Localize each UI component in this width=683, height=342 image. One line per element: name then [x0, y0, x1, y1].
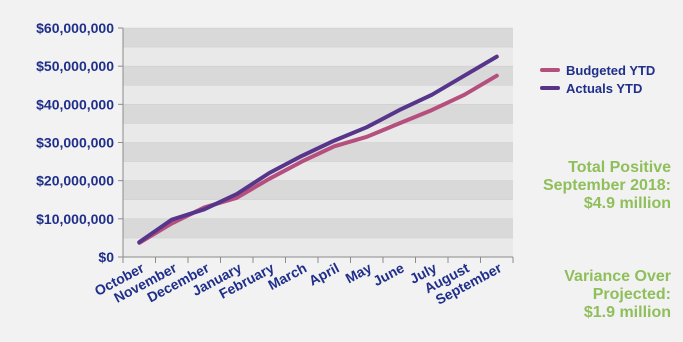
grid-band [123, 218, 513, 238]
x-tick-label: April [306, 260, 342, 289]
annotation-positive-total: Total Positive September 2018: $4.9 mill… [491, 159, 671, 213]
grid-band [123, 66, 513, 86]
annotation-line: Variance Over [564, 268, 671, 285]
y-tick-label: $60,000,000 [36, 20, 114, 36]
legend: Budgeted YTD Actuals YTD [540, 63, 655, 96]
y-tick-label: $30,000,000 [36, 135, 114, 151]
grid-bands [123, 27, 513, 258]
grid-band [123, 180, 513, 200]
y-tick-label: $10,000,000 [36, 211, 114, 227]
y-tick-label: $0 [98, 249, 114, 265]
x-tick-label: March [265, 260, 309, 293]
grid-band [123, 123, 513, 143]
x-tick-label: June [370, 259, 407, 289]
grid-band [123, 161, 513, 181]
annotation-line: Total Positive [568, 159, 671, 176]
y-tick-label: $50,000,000 [36, 58, 114, 74]
series-line-actuals [137, 54, 499, 245]
legend-label: Budgeted YTD [566, 63, 655, 78]
annotation-line: September 2018: [542, 177, 671, 194]
y-tick-label: $20,000,000 [36, 173, 114, 189]
grid-band [123, 104, 513, 124]
y-axis-ticks: $0 $10,000,000 $20,000,000 $30,000,000 $40,0… [36, 20, 123, 265]
grid-band [123, 237, 513, 257]
legend-label: Actuals YTD [566, 81, 642, 96]
annotation-variance: Variance Over Projected: $1.9 million [491, 268, 671, 322]
annotation-line: $4.9 million [583, 195, 671, 212]
y-tick-label: $40,000,000 [36, 96, 114, 112]
grid-band [123, 85, 513, 105]
annotation-line: $1.9 million [583, 304, 671, 321]
series-lines [137, 54, 499, 245]
x-axis-ticks: OctoberNovemberDecemberJanuaryFebruaryMa… [92, 257, 514, 308]
grid-band [123, 47, 513, 67]
annotation-line: Projected: [592, 286, 671, 303]
x-tick-label: May [343, 259, 375, 286]
grid-band [123, 28, 513, 48]
